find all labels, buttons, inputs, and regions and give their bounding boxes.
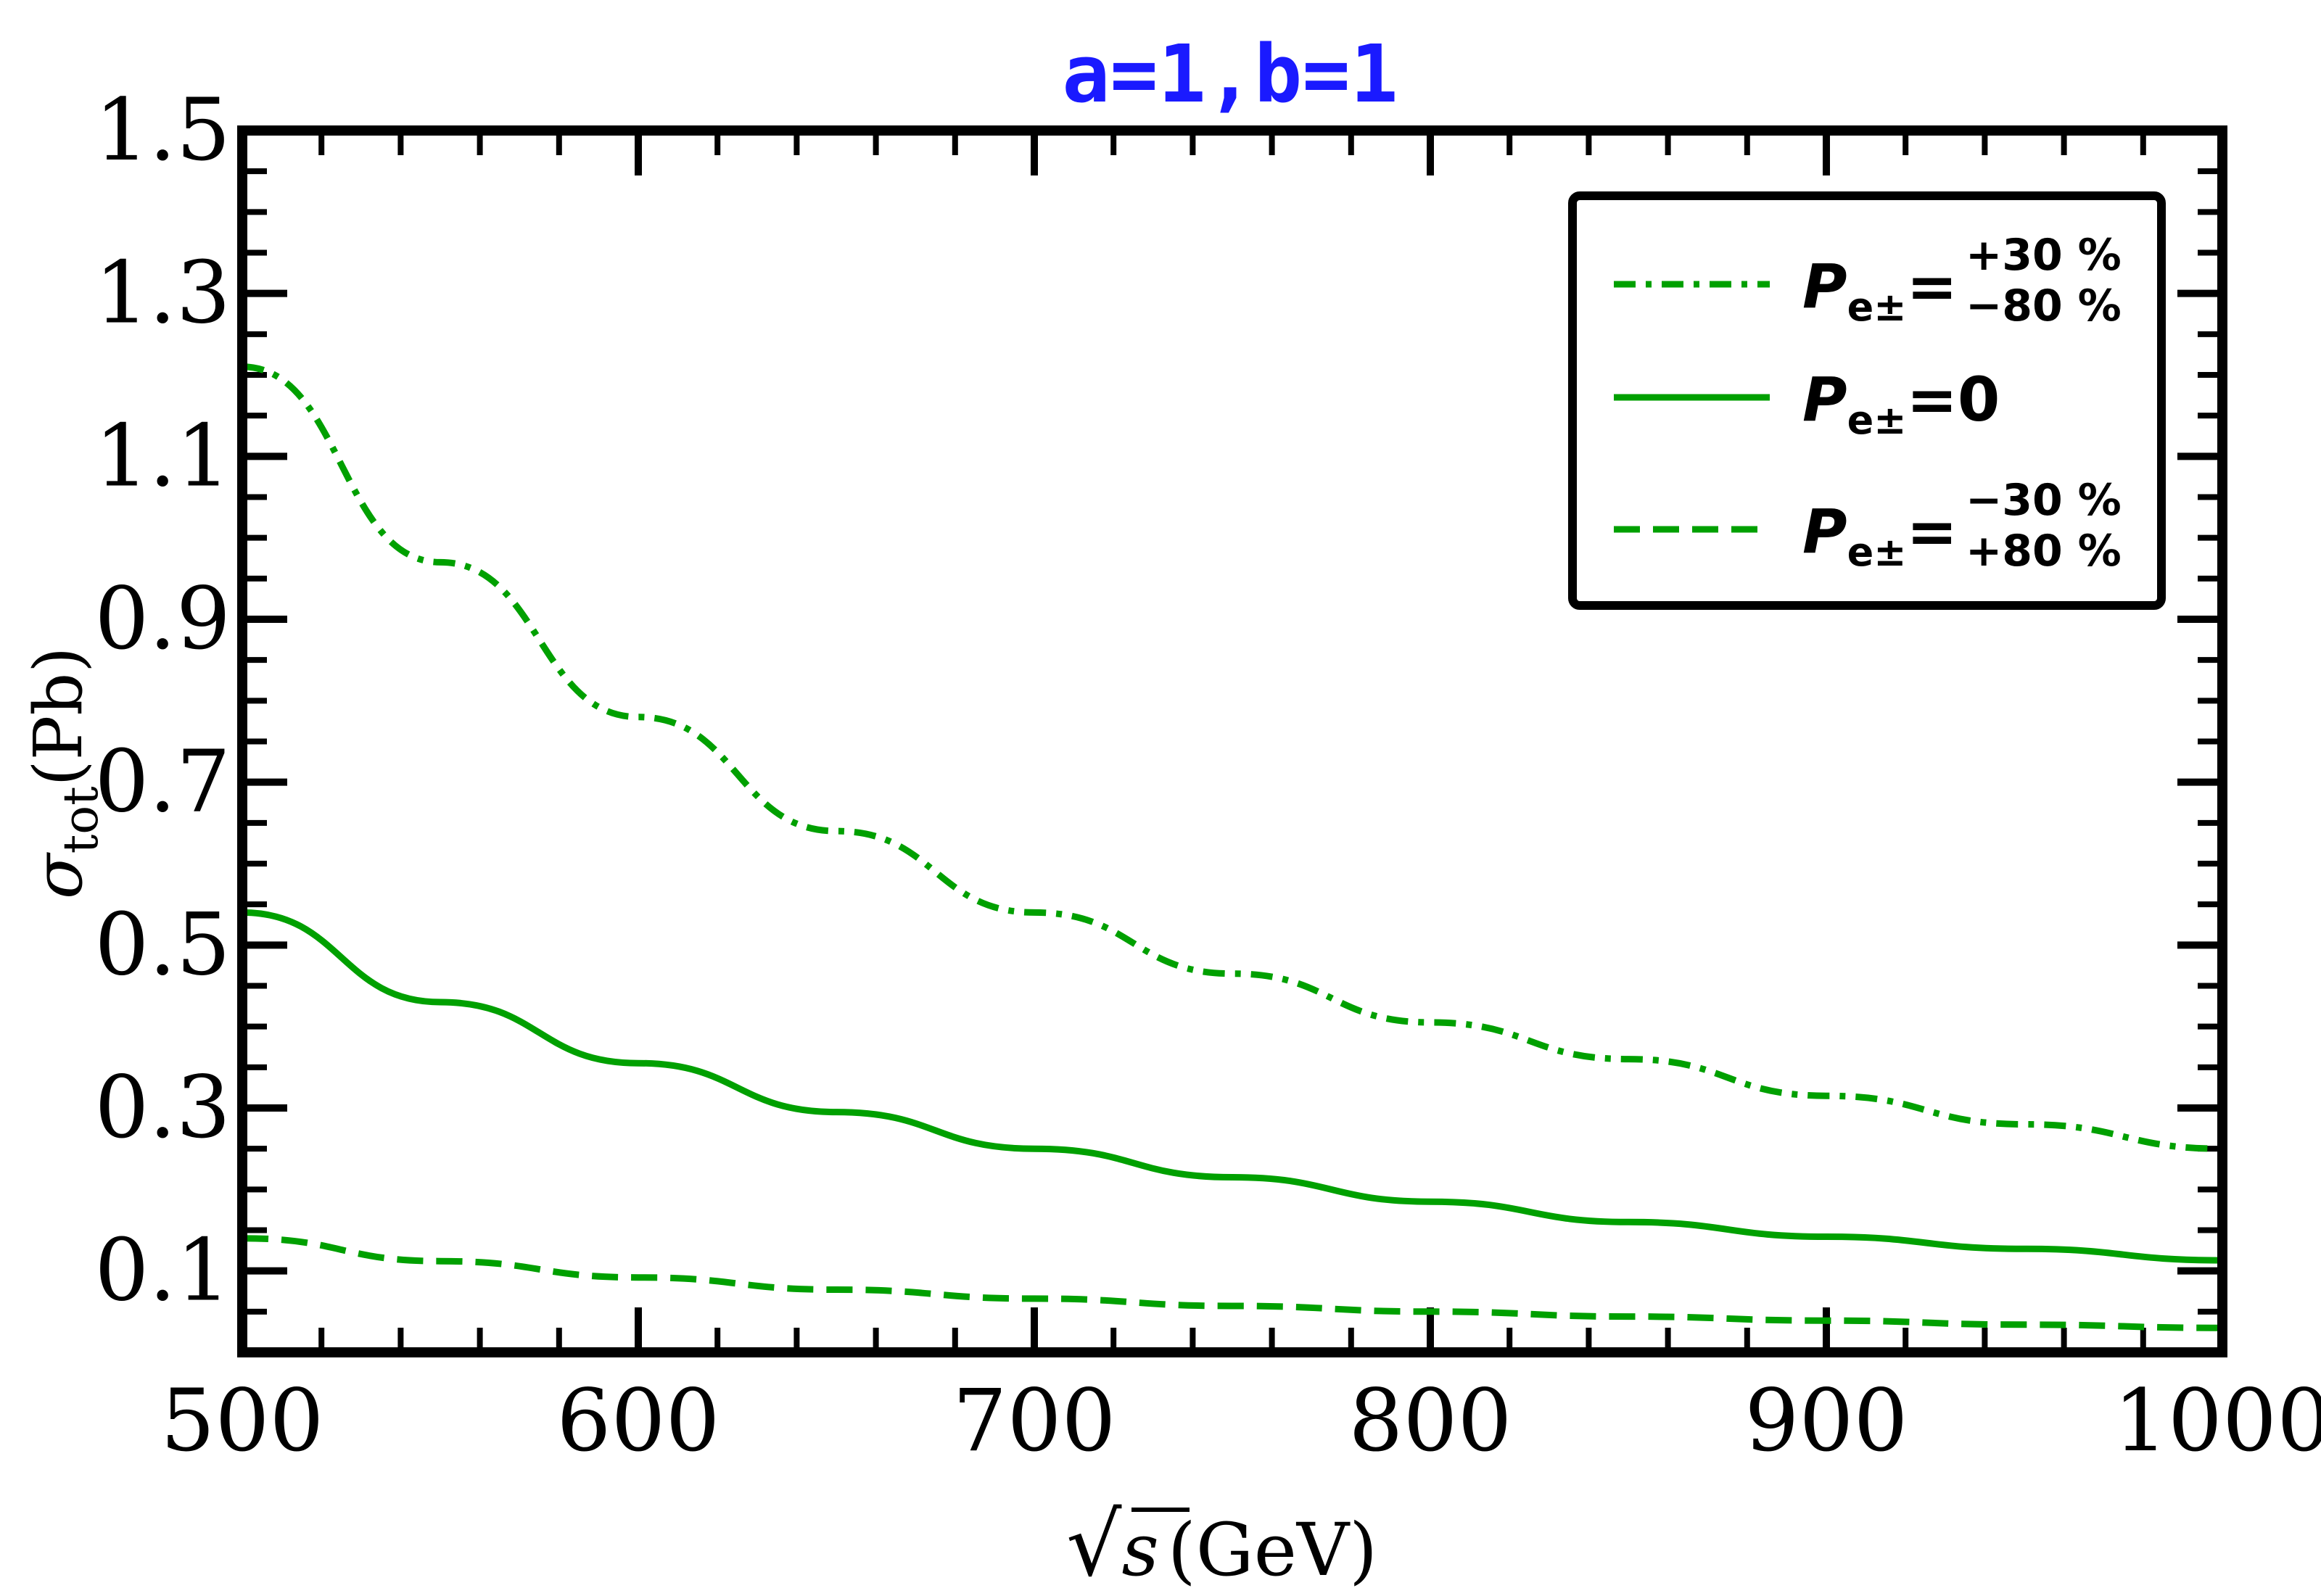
- x-tick-label: 800: [1348, 1370, 1512, 1471]
- legend-equals: =: [1906, 496, 1957, 567]
- series-line-dashdot: [242, 363, 2223, 1152]
- x-tick-label: 500: [160, 1370, 323, 1471]
- y-tick-label: 1.3: [94, 243, 231, 343]
- legend-subscript-value: −80 %: [1966, 281, 2122, 331]
- legend-subscript: e±: [1847, 529, 1907, 575]
- y-tick-label: 0.5: [94, 894, 231, 994]
- y-axis-label: σtot(Pb): [20, 647, 109, 899]
- legend-symbol: P: [1802, 251, 1847, 322]
- legend-subscript: e±: [1847, 284, 1907, 330]
- y-axis-unit: (Pb): [20, 647, 97, 787]
- x-tick-label: 900: [1744, 1370, 1908, 1471]
- legend-label: Pe±= −30 % +80 %: [1802, 475, 2122, 576]
- legend-label: Pe±= +30 % −80 %: [1802, 230, 2122, 331]
- x-axis-root: √: [1066, 1495, 1122, 1596]
- legend-symbol: P: [1802, 364, 1847, 435]
- x-tick-label: 700: [952, 1370, 1116, 1471]
- x-axis-unit: (GeV): [1168, 1508, 1377, 1592]
- legend-subscript: e±: [1847, 397, 1907, 443]
- x-tick-label: 600: [556, 1370, 720, 1471]
- y-axis-subscript: tot: [53, 786, 109, 853]
- x-axis-label: √s (GeV): [1066, 1495, 1377, 1596]
- legend-equals: =: [1906, 251, 1957, 322]
- plot-frame: [237, 125, 2227, 1357]
- y-tick-label: 1.5: [94, 80, 231, 180]
- legend-box: [1568, 191, 2166, 610]
- legend-value: 0: [1958, 364, 2000, 435]
- x-tick-label: 1000: [2114, 1370, 2321, 1471]
- x-axis-symbol: s: [1121, 1508, 1158, 1592]
- y-tick-label: 1.1: [94, 405, 231, 505]
- y-tick-label: 0.1: [94, 1220, 231, 1320]
- legend-label: Pe±=0: [1802, 364, 2000, 443]
- legend: Pe±= +30 % −80 %Pe±=0Pe±= −30 % +80 %: [1568, 191, 2166, 610]
- tick-labels: 500 600 700 800 900 1000 0.1 0.3 0.5 0.7 0.9 1.1 1.3…: [94, 80, 2321, 1471]
- chart-title: a=1,b=1: [1062, 28, 1398, 120]
- series-line-dashed: [242, 1235, 2223, 1331]
- legend-equals: =: [1906, 364, 1957, 435]
- legend-superscript: −30 %: [1966, 475, 2122, 526]
- legend-superscript: +30 %: [1966, 230, 2122, 281]
- legend-subscript-value: +80 %: [1966, 526, 2122, 576]
- legend-symbol: P: [1802, 496, 1847, 567]
- series-group: [242, 363, 2223, 1331]
- series-line-solid: [242, 909, 2223, 1264]
- y-tick-label: 0.3: [94, 1057, 231, 1157]
- y-axis-symbol: σ: [20, 852, 97, 899]
- y-tick-label: 0.7: [94, 732, 231, 832]
- y-tick-label: 0.9: [94, 568, 231, 669]
